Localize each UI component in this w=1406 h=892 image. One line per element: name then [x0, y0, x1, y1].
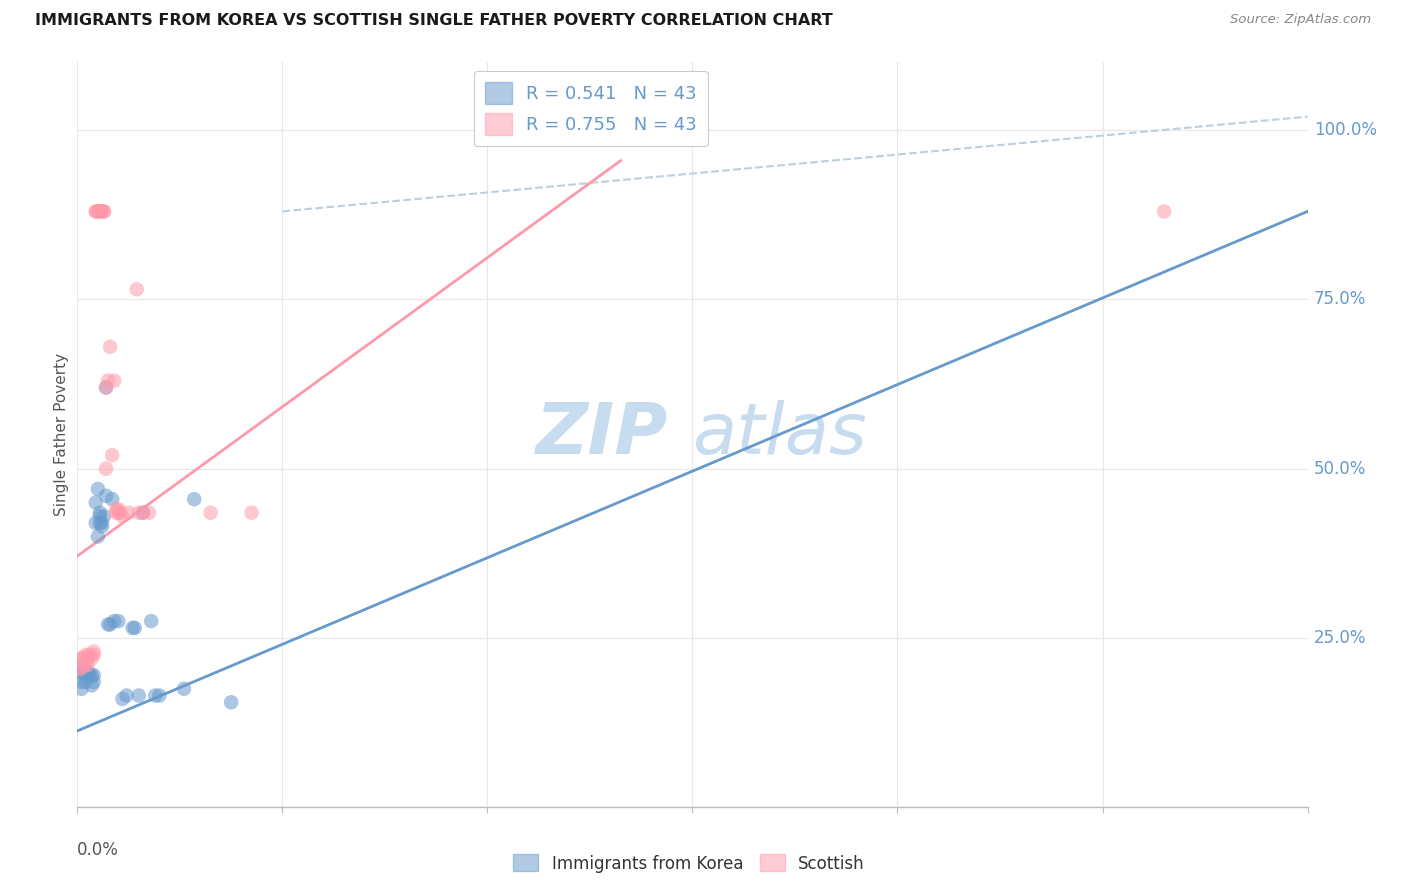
Point — [75, 658, 97, 673]
Point — [87, 529, 110, 543]
Point — [128, 689, 150, 703]
Point — [94, 380, 117, 394]
Point — [70, 681, 93, 696]
Point — [107, 614, 129, 628]
Point — [83, 648, 105, 662]
Point — [89, 509, 111, 524]
Point — [70, 661, 93, 675]
Point — [72, 655, 94, 669]
Point — [115, 689, 138, 703]
Point — [93, 204, 115, 219]
Point — [84, 204, 107, 219]
Point — [219, 695, 242, 709]
Point — [97, 617, 120, 632]
Point — [93, 509, 115, 524]
Point — [84, 495, 107, 509]
Point — [111, 692, 134, 706]
Text: 50.0%: 50.0% — [1313, 459, 1367, 478]
Point — [75, 648, 97, 662]
Point — [70, 675, 93, 690]
Point — [89, 204, 111, 219]
Point — [105, 502, 128, 516]
Point — [132, 506, 155, 520]
Point — [87, 482, 110, 496]
Point — [98, 340, 121, 354]
Point — [84, 516, 107, 530]
Point — [89, 516, 111, 530]
Point — [94, 380, 117, 394]
Point — [110, 506, 132, 520]
Point — [98, 617, 121, 632]
Point — [67, 661, 90, 675]
Point — [72, 661, 94, 675]
Legend: Immigrants from Korea, Scottish: Immigrants from Korea, Scottish — [506, 847, 872, 880]
Point — [128, 506, 150, 520]
Point — [138, 506, 160, 520]
Point — [124, 621, 146, 635]
Text: 75.0%: 75.0% — [1313, 291, 1367, 309]
Point — [173, 681, 195, 696]
Point — [143, 689, 166, 703]
Point — [121, 621, 143, 635]
Point — [90, 516, 114, 530]
Point — [80, 678, 103, 692]
Text: IMMIGRANTS FROM KOREA VS SCOTTISH SINGLE FATHER POVERTY CORRELATION CHART: IMMIGRANTS FROM KOREA VS SCOTTISH SINGLE… — [35, 13, 832, 29]
Point — [87, 204, 110, 219]
Point — [76, 665, 98, 679]
Point — [70, 651, 93, 665]
Point — [141, 614, 163, 628]
Legend: R = 0.541   N = 43, R = 0.755   N = 43: R = 0.541 N = 43, R = 0.755 N = 43 — [474, 71, 707, 146]
Point — [101, 492, 124, 507]
Point — [89, 506, 111, 520]
Point — [103, 614, 125, 628]
Point — [84, 204, 107, 219]
Point — [76, 658, 98, 673]
Text: atlas: atlas — [693, 401, 868, 469]
Point — [72, 651, 94, 665]
Point — [80, 668, 103, 682]
Y-axis label: Single Father Poverty: Single Father Poverty — [53, 353, 69, 516]
Point — [90, 204, 114, 219]
Point — [101, 448, 124, 462]
Point — [83, 668, 105, 682]
Point — [80, 651, 103, 665]
Text: 0.0%: 0.0% — [77, 841, 120, 859]
Point — [72, 668, 94, 682]
Text: 100.0%: 100.0% — [1313, 121, 1376, 139]
Point — [97, 374, 120, 388]
Point — [75, 668, 97, 682]
Point — [93, 204, 115, 219]
Point — [87, 204, 110, 219]
Point — [79, 648, 101, 662]
Point — [105, 506, 128, 520]
Point — [148, 689, 170, 703]
Point — [76, 651, 98, 665]
Point — [103, 374, 125, 388]
Point — [117, 506, 139, 520]
Text: 25.0%: 25.0% — [1313, 629, 1367, 647]
Point — [94, 461, 117, 475]
Point — [75, 675, 97, 690]
Point — [107, 502, 129, 516]
Point — [107, 506, 129, 520]
Point — [1153, 204, 1175, 219]
Text: ZIP: ZIP — [536, 401, 668, 469]
Point — [90, 204, 114, 219]
Point — [111, 509, 134, 524]
Point — [83, 675, 105, 690]
Point — [200, 506, 222, 520]
Point — [132, 506, 155, 520]
Point — [90, 519, 114, 533]
Point — [125, 282, 148, 296]
Text: Source: ZipAtlas.com: Source: ZipAtlas.com — [1230, 13, 1371, 27]
Point — [240, 506, 263, 520]
Point — [94, 489, 117, 503]
Point — [183, 492, 205, 507]
Point — [79, 668, 101, 682]
Point — [83, 644, 105, 658]
Point — [89, 204, 111, 219]
Point — [67, 661, 90, 675]
Point — [76, 668, 98, 682]
